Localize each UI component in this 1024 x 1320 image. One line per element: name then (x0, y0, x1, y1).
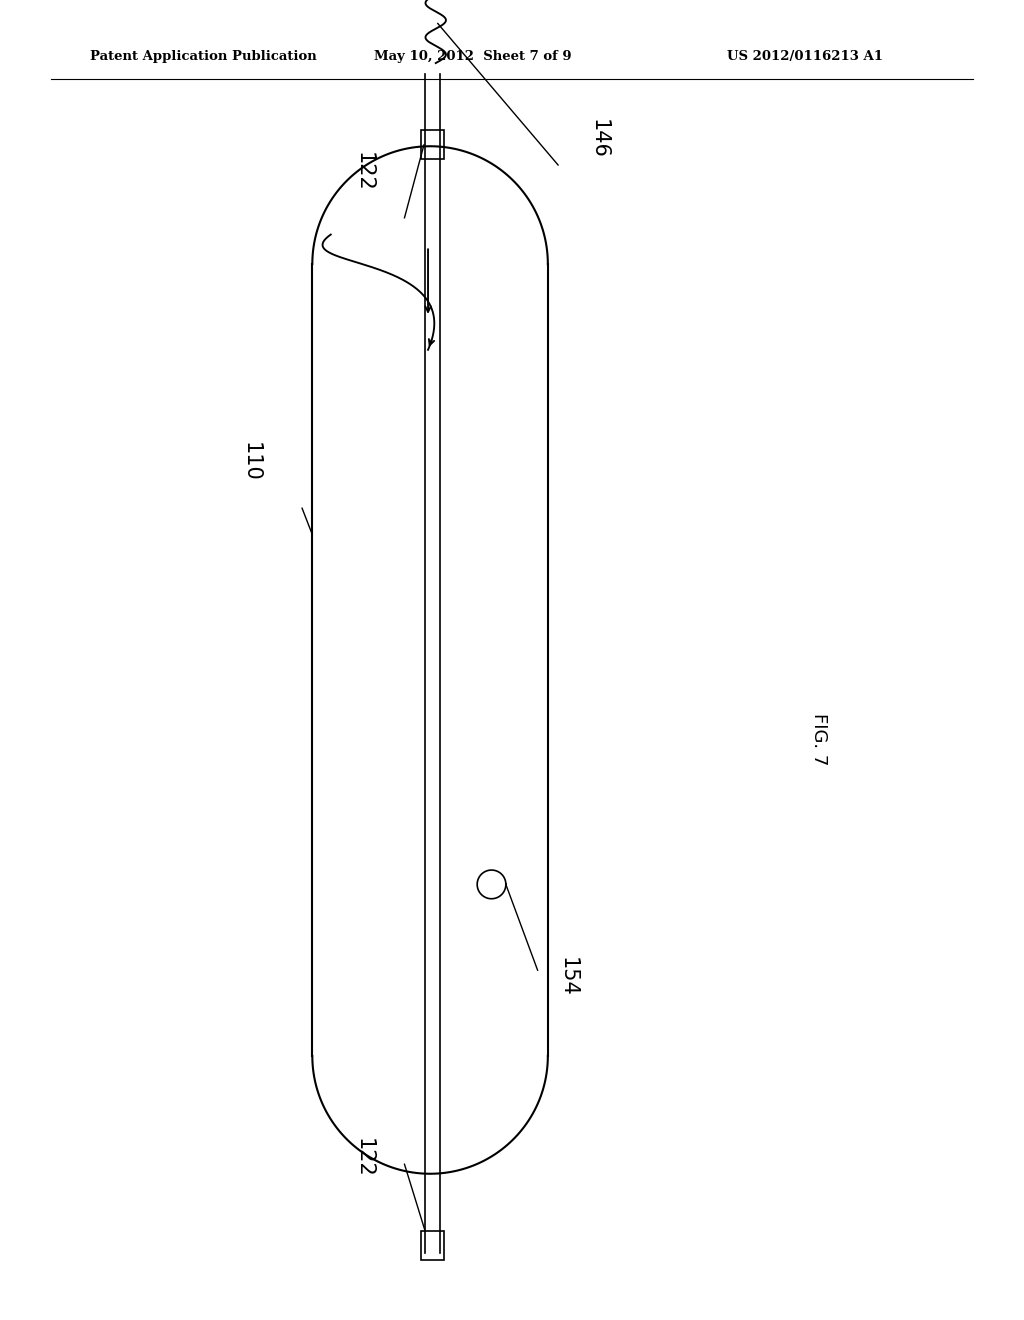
Text: 154: 154 (558, 957, 579, 997)
Text: 146: 146 (589, 119, 609, 158)
Text: US 2012/0116213 A1: US 2012/0116213 A1 (727, 50, 883, 63)
Text: Patent Application Publication: Patent Application Publication (90, 50, 316, 63)
Bar (421, 1230, 444, 1259)
Text: May 10, 2012  Sheet 7 of 9: May 10, 2012 Sheet 7 of 9 (374, 50, 571, 63)
Bar (421, 131, 444, 160)
Text: 122: 122 (353, 1138, 374, 1177)
Text: 110: 110 (241, 442, 261, 482)
Text: FIG. 7: FIG. 7 (810, 713, 828, 766)
Text: 122: 122 (353, 152, 374, 191)
